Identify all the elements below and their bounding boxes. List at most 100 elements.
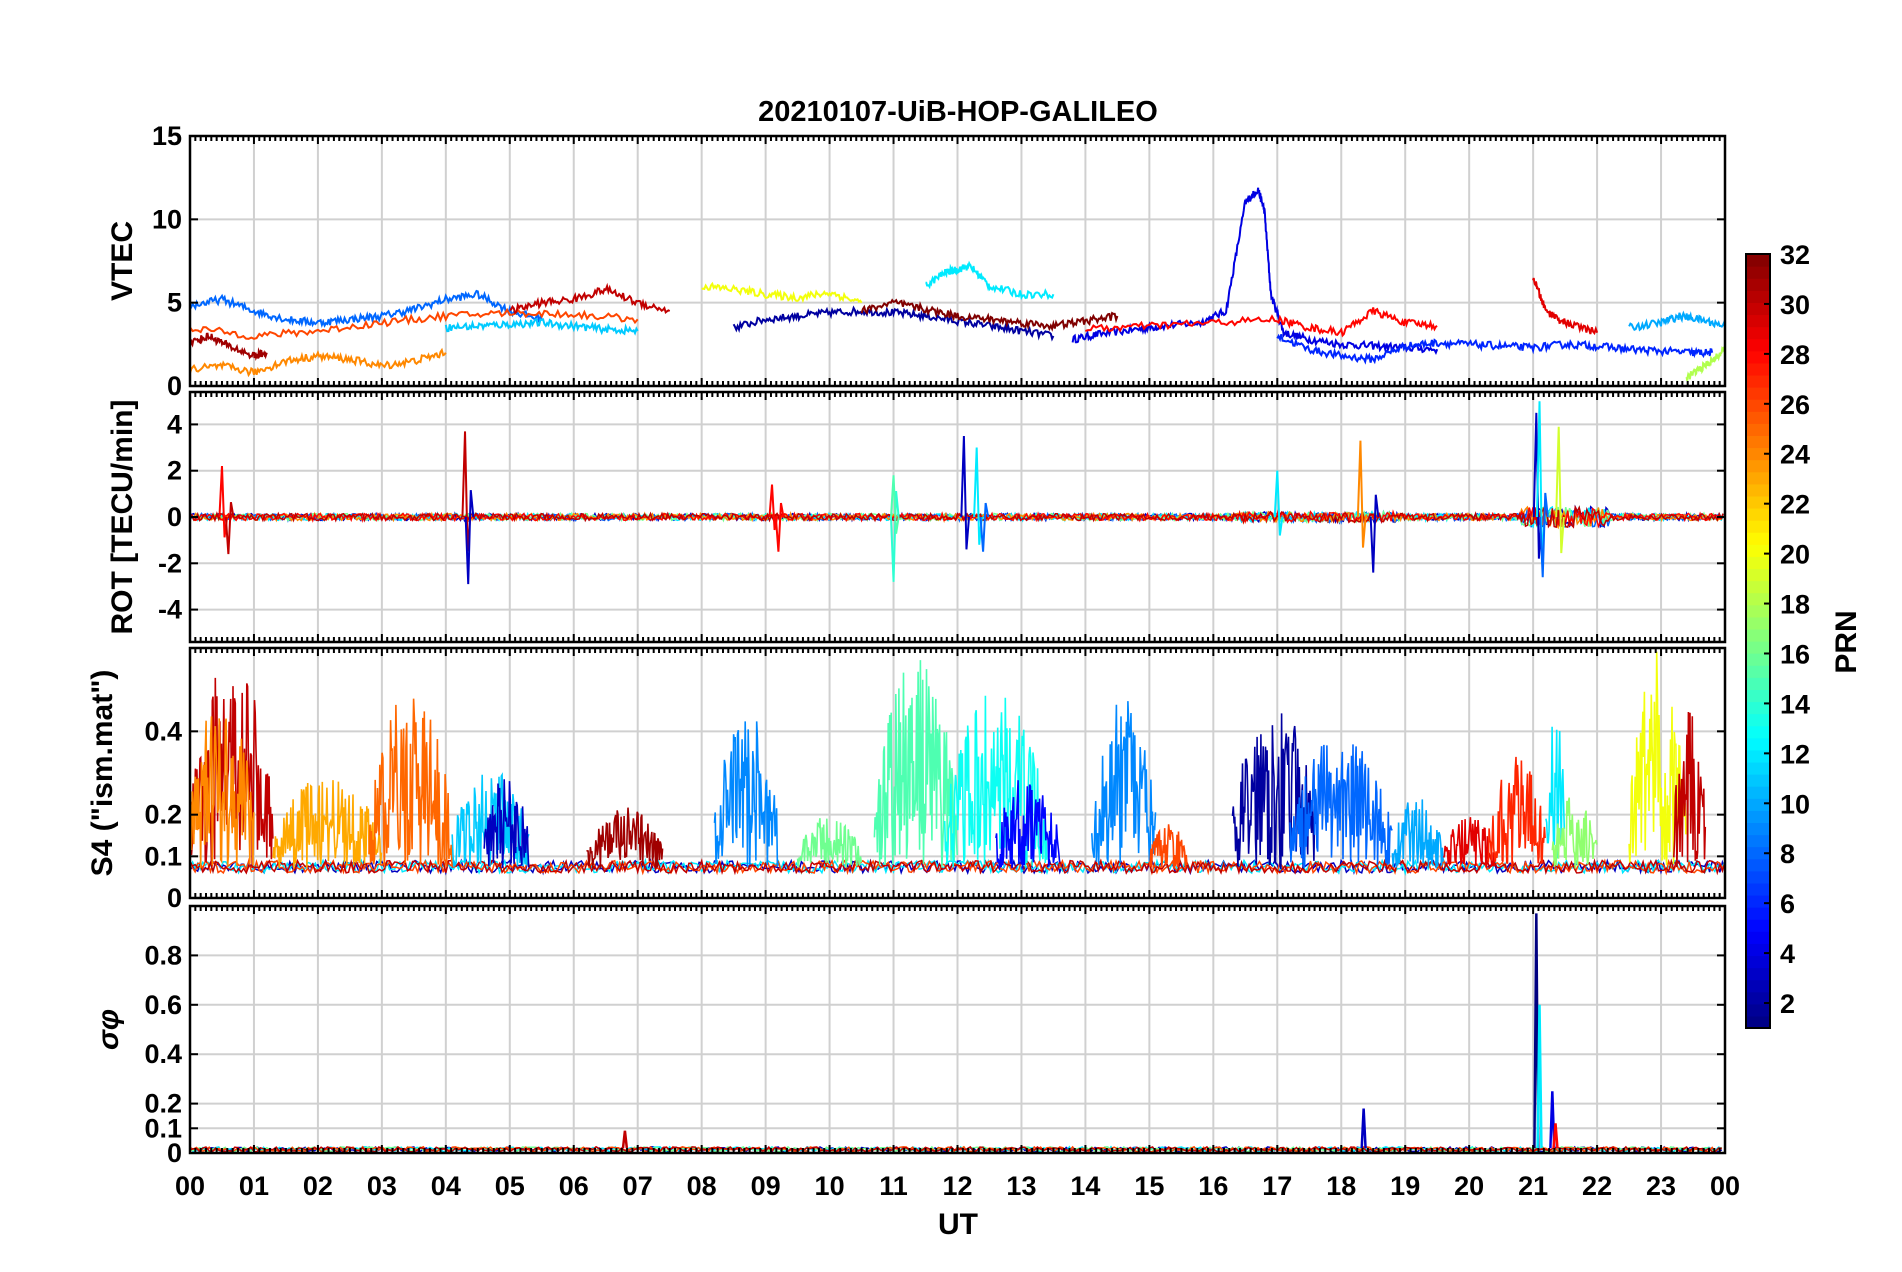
x-tick-label: 20 [1454, 1171, 1484, 1201]
colorbar-tick-label: 16 [1780, 639, 1810, 669]
colorbar-segment [1746, 653, 1770, 666]
colorbar-segment [1746, 326, 1770, 340]
y-tick-label: 0.1 [144, 1113, 182, 1143]
x-tick-label: 15 [1134, 1171, 1164, 1201]
colorbar-segment [1746, 919, 1770, 932]
y-tick-label: 4 [167, 409, 182, 439]
s4-burst-prn-8 [1289, 744, 1393, 869]
colorbar-segment [1746, 483, 1770, 497]
colorbar-tick-label: 6 [1780, 889, 1795, 919]
y-tick-label: 10 [152, 204, 182, 234]
s4-burst-prn-24 [190, 716, 255, 869]
colorbar-tick-label: 14 [1780, 689, 1810, 719]
series-prn-32 [860, 298, 1119, 332]
colorbar-segment [1746, 592, 1770, 606]
colorbar-segment [1746, 568, 1770, 582]
colorbar-segment [1746, 459, 1770, 473]
y-axis-label-s4: S4 ("ism.mat") [86, 670, 119, 877]
series-prn-10 [1628, 310, 1725, 332]
y-tick-label: 0.6 [144, 990, 182, 1020]
rot-noise-prn-30 [190, 504, 1724, 529]
x-tick-label: 21 [1518, 1171, 1548, 1201]
rot-spike [1369, 494, 1380, 573]
colorbar-segment [1746, 495, 1770, 509]
colorbar-segment [1746, 616, 1770, 630]
colorbar-segment [1746, 955, 1770, 969]
colorbar-segment [1746, 507, 1770, 521]
colorbar-segment [1746, 689, 1770, 703]
x-tick-label: 07 [623, 1171, 653, 1201]
colorbar-tick-label: 24 [1780, 440, 1810, 470]
y-tick-label: 2 [167, 456, 182, 486]
x-tick-labels: 00 01 02 03 04 05 06 07 08 09 10 11 12 13 14 15 16 17 18 19… [175, 1171, 1740, 1201]
colorbar-tick-label: 22 [1780, 490, 1810, 520]
colorbar-segment [1746, 628, 1770, 642]
colorbar-segment [1746, 350, 1770, 364]
colorbar-segment [1746, 604, 1770, 618]
colorbar-segment [1746, 447, 1770, 461]
colorbar-segment [1746, 713, 1770, 727]
y-tick-label: 15 [152, 121, 182, 151]
panel-sigma_phi: 00.10.2 0.4 0.6 0.8 σφ [92, 904, 1727, 1168]
x-tick-label: 00 [1710, 1171, 1740, 1201]
colorbar-segment [1746, 254, 1770, 267]
colorbar-segment [1746, 858, 1770, 872]
colorbar-segment [1746, 556, 1770, 570]
colorbar-segment [1746, 314, 1770, 328]
series-prn-8 [190, 289, 543, 329]
colorbar-segment [1746, 411, 1770, 424]
x-tick-label: 14 [1070, 1171, 1100, 1201]
data-vtec [190, 187, 1725, 381]
rot-spike [1539, 492, 1549, 578]
colorbar-segment [1746, 870, 1770, 884]
colorbar-segment [1746, 278, 1770, 291]
rot-spike [979, 502, 990, 552]
rot-spike [889, 490, 900, 582]
x-tick-label: 23 [1646, 1171, 1676, 1201]
rot-spike [973, 447, 983, 545]
colorbar-tick-label: 2 [1780, 989, 1795, 1019]
sigma-spike [1536, 1004, 1543, 1149]
s4-burst-prn-23 [272, 780, 383, 869]
rot-spike [1273, 470, 1284, 536]
series-prn-26 [190, 307, 639, 340]
y-tick-label: 0 [167, 883, 182, 913]
s4-burst-prn-13 [943, 695, 1048, 868]
sigma-spike [1360, 1108, 1367, 1149]
y-tick-label: 0.8 [144, 940, 182, 970]
colorbar-segment [1746, 520, 1770, 533]
y-tick-label: 0 [167, 502, 182, 532]
s4-burst-prn-17 [1551, 797, 1598, 869]
colorbar-segment [1746, 725, 1770, 739]
y-tick-label: 0.2 [144, 800, 182, 830]
y-axis-label-rot: ROT [TECU/min] [106, 400, 139, 635]
colorbar-tick-label: 10 [1780, 789, 1810, 819]
colorbar-tick-label: 12 [1780, 739, 1810, 769]
s4-burst-prn-30 [1673, 711, 1707, 868]
colorbar-segment [1746, 749, 1770, 763]
data-rot [190, 401, 1724, 585]
colorbar-tick-label: 30 [1780, 290, 1810, 320]
colorbar-segment [1746, 991, 1770, 1005]
colorbar-segment [1746, 761, 1770, 775]
x-tick-label: 12 [942, 1171, 972, 1201]
series-prn-20 [701, 281, 863, 304]
y-tick-label: 0.2 [144, 1089, 182, 1119]
colorbar-label: PRN [1830, 610, 1863, 673]
x-tick-label: 02 [303, 1171, 333, 1201]
s4-burst-prn-16 [796, 818, 863, 868]
x-axis-label: UT [938, 1208, 978, 1241]
x-tick-label: 11 [879, 1171, 908, 1201]
s4-burst-prn-9 [1091, 701, 1157, 866]
colorbar-segment [1746, 798, 1770, 811]
s4-burst-prn-3 [483, 779, 530, 869]
s4-burst-prn-15 [873, 660, 958, 868]
colorbar-segment [1746, 1003, 1770, 1017]
series-prn-24 [190, 347, 447, 378]
rot-spike [224, 502, 235, 555]
colorbar-segment [1746, 665, 1770, 678]
colorbar-segment [1746, 374, 1770, 388]
colorbar-segment [1746, 266, 1770, 279]
colorbar-segment [1746, 774, 1770, 787]
